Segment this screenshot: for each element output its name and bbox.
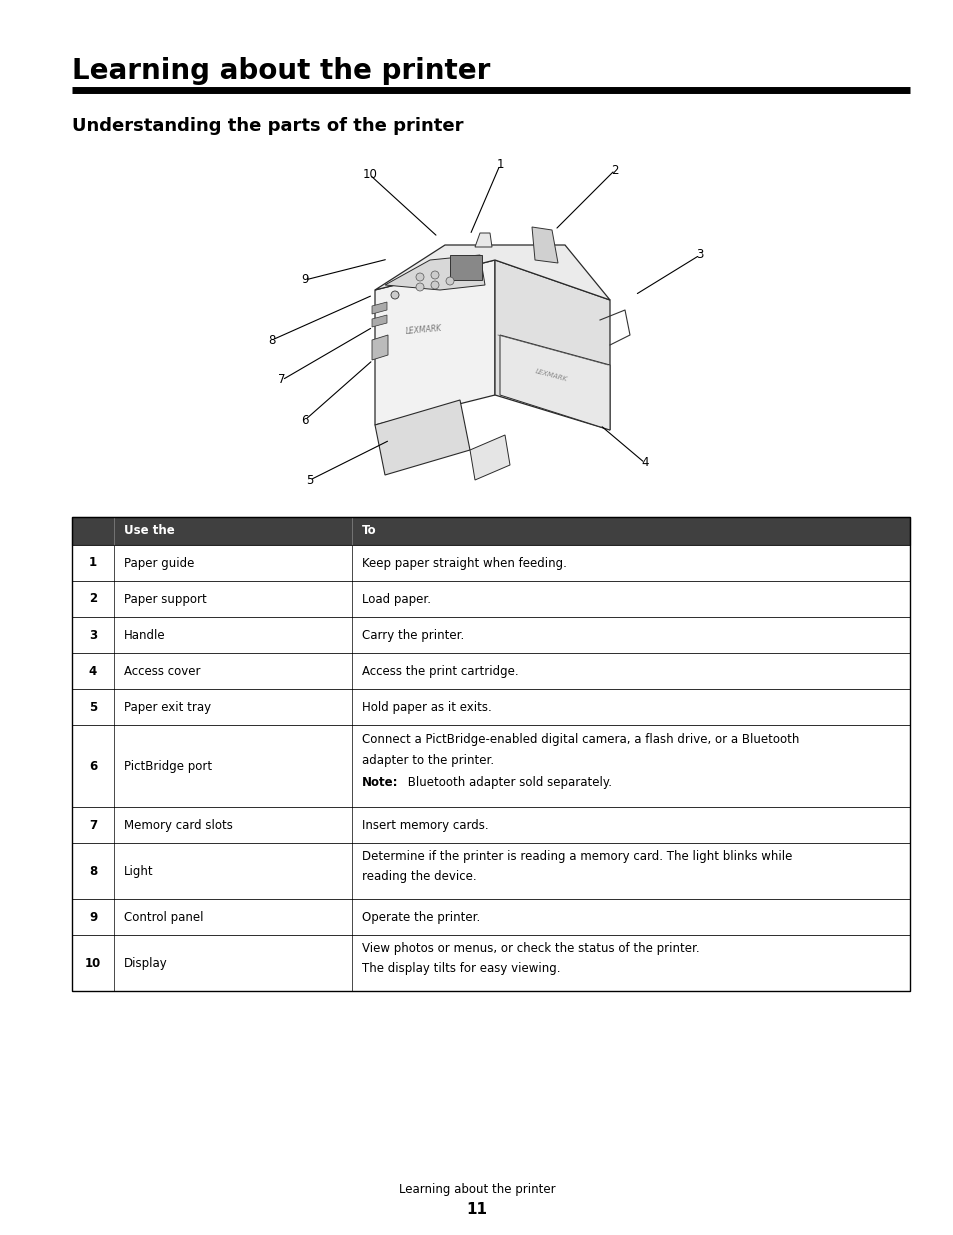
Text: Display: Display (124, 956, 168, 969)
Bar (71, 545, 909, 580)
Text: Control panel: Control panel (124, 910, 203, 924)
Text: 10: 10 (85, 956, 101, 969)
Text: 7: 7 (89, 819, 97, 831)
Circle shape (431, 282, 438, 289)
Text: Hold paper as it exits.: Hold paper as it exits. (361, 700, 491, 714)
Text: Carry the printer.: Carry the printer. (361, 629, 464, 641)
Bar (71, 844, 909, 899)
Bar (71, 899, 909, 935)
Text: To: To (361, 525, 376, 537)
Text: 6: 6 (89, 760, 97, 773)
Text: Access the print cartridge.: Access the print cartridge. (361, 664, 518, 678)
Text: Access cover: Access cover (124, 664, 200, 678)
Text: 4: 4 (89, 664, 97, 678)
Polygon shape (495, 261, 609, 430)
Text: 1: 1 (496, 158, 503, 172)
Text: 9: 9 (301, 273, 309, 287)
Text: Bluetooth adapter sold separately.: Bluetooth adapter sold separately. (403, 776, 612, 789)
Polygon shape (499, 335, 609, 430)
Text: 9: 9 (89, 910, 97, 924)
Circle shape (431, 270, 438, 279)
Text: reading the device.: reading the device. (361, 869, 476, 883)
Text: Learning about the printer: Learning about the printer (71, 57, 490, 85)
Text: PictBridge port: PictBridge port (124, 760, 212, 773)
Text: Load paper.: Load paper. (361, 593, 431, 605)
Text: 1: 1 (89, 557, 97, 569)
Text: Note:: Note: (361, 776, 398, 789)
Text: Use the: Use the (124, 525, 174, 537)
Text: Determine if the printer is reading a memory card. The light blinks while: Determine if the printer is reading a me… (361, 850, 792, 862)
Text: Insert memory cards.: Insert memory cards. (361, 819, 488, 831)
Polygon shape (375, 245, 609, 300)
Text: 4: 4 (640, 457, 648, 469)
Text: 3: 3 (89, 629, 97, 641)
Text: The display tilts for easy viewing.: The display tilts for easy viewing. (361, 962, 560, 974)
Text: adapter to the printer.: adapter to the printer. (361, 755, 494, 767)
Polygon shape (385, 254, 484, 290)
Bar (71, 725, 909, 806)
Text: Learning about the printer: Learning about the printer (398, 1183, 555, 1197)
Bar (71, 689, 909, 725)
Bar (71, 618, 909, 653)
Bar (71, 517, 909, 545)
Text: LEXMARK: LEXMARK (405, 324, 441, 336)
Polygon shape (372, 315, 387, 327)
Text: Operate the printer.: Operate the printer. (361, 910, 479, 924)
Text: Handle: Handle (124, 629, 166, 641)
Polygon shape (372, 335, 388, 359)
Text: 10: 10 (362, 168, 377, 182)
Polygon shape (532, 227, 558, 263)
Text: 7: 7 (278, 373, 286, 387)
Text: Keep paper straight when feeding.: Keep paper straight when feeding. (361, 557, 566, 569)
Circle shape (391, 291, 398, 299)
Circle shape (416, 283, 423, 291)
Text: Memory card slots: Memory card slots (124, 819, 233, 831)
Text: Connect a PictBridge-enabled digital camera, a flash drive, or a Bluetooth: Connect a PictBridge-enabled digital cam… (361, 732, 799, 746)
Polygon shape (475, 233, 492, 247)
Text: 11: 11 (466, 1203, 487, 1218)
Bar (71, 806, 909, 844)
Polygon shape (450, 254, 481, 280)
Text: 8: 8 (89, 864, 97, 878)
Text: 6: 6 (301, 414, 309, 426)
Text: 5: 5 (89, 700, 97, 714)
Circle shape (446, 277, 454, 285)
Polygon shape (375, 400, 470, 475)
Text: 8: 8 (268, 333, 275, 347)
Text: Paper guide: Paper guide (124, 557, 194, 569)
Text: 2: 2 (611, 163, 618, 177)
Bar (71, 653, 909, 689)
Text: 2: 2 (89, 593, 97, 605)
Text: Paper support: Paper support (124, 593, 207, 605)
Text: 3: 3 (696, 248, 703, 262)
Bar (71, 517, 909, 990)
Bar (71, 935, 909, 990)
Polygon shape (375, 261, 495, 425)
Text: LEXMARK: LEXMARK (535, 368, 568, 382)
Polygon shape (372, 303, 387, 314)
Text: View photos or menus, or check the status of the printer.: View photos or menus, or check the statu… (361, 941, 699, 955)
Bar (71, 580, 909, 618)
Polygon shape (470, 435, 510, 480)
Text: Paper exit tray: Paper exit tray (124, 700, 211, 714)
Text: Light: Light (124, 864, 153, 878)
Circle shape (416, 273, 423, 282)
Text: 5: 5 (306, 473, 314, 487)
Text: Understanding the parts of the printer: Understanding the parts of the printer (71, 117, 463, 135)
